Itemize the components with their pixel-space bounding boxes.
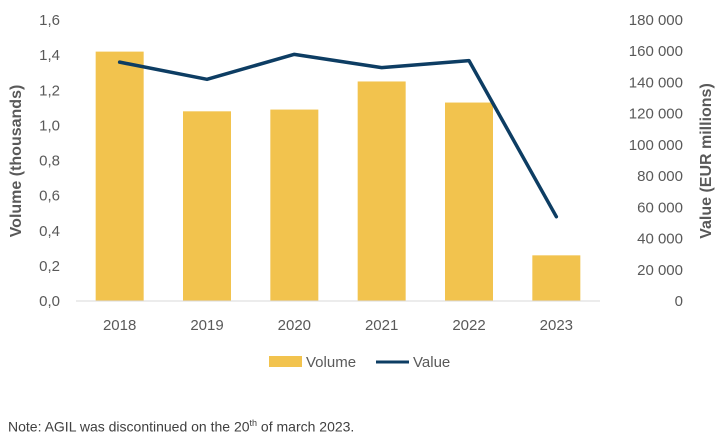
right-tick-label: 100 000 (629, 137, 683, 154)
bar-volume-2023 (532, 255, 581, 301)
value-line-layer (117, 52, 559, 219)
right-axis-ticks: 0 20 000 40 000 60 000 80 000 100 000 120 000 1… (629, 12, 683, 310)
right-tick-label: 40 000 (637, 231, 683, 248)
right-tick-label: 140 000 (629, 74, 683, 91)
bar-volume-2019 (183, 111, 231, 301)
left-tick-label: 0,8 (39, 153, 60, 170)
right-tick-label: 0 (675, 293, 683, 310)
left-tick-label: 0,4 (39, 223, 60, 240)
left-tick-label: 1,0 (39, 117, 60, 134)
x-tick-label-2018: 2018 (103, 317, 136, 334)
bar-volume-2020 (270, 109, 319, 301)
left-axis-title: Volume (thousands) (8, 85, 25, 238)
right-tick-label: 180 000 (629, 12, 683, 29)
legend: Volume Value (269, 354, 450, 371)
right-tick-label: 80 000 (637, 168, 683, 185)
left-axis-ticks: 0,0 0,2 0,4 0,6 0,8 1,0 1,2 1,4 1,6 (39, 12, 60, 310)
legend-volume-swatch (269, 356, 302, 367)
right-axis-title: Value (EUR millions) (698, 83, 715, 239)
value-series-line (117, 52, 559, 219)
x-tick-label-2023: 2023 (540, 317, 573, 334)
left-tick-label: 1,6 (39, 12, 60, 29)
left-tick-label: 0,6 (39, 188, 60, 205)
x-tick-label-2022: 2022 (452, 317, 485, 334)
right-tick-label: 120 000 (629, 106, 683, 123)
right-tick-label: 20 000 (637, 262, 683, 279)
left-tick-label: 1,2 (39, 82, 60, 99)
x-axis-ticks: 2018 2019 2020 2021 2022 2023 (103, 317, 573, 334)
legend-volume-label: Volume (306, 354, 356, 371)
x-tick-label-2019: 2019 (190, 317, 223, 334)
x-tick-label-2021: 2021 (365, 317, 398, 334)
right-tick-label: 60 000 (637, 199, 683, 216)
left-tick-label: 0,2 (39, 258, 60, 275)
footnote-superscript: th (249, 418, 258, 428)
volume-bars (95, 51, 581, 301)
right-tick-label: 160 000 (629, 43, 683, 60)
footnote-prefix: Note: AGIL was discontinued on the 20 (8, 418, 250, 435)
footnote-suffix: of march 2023. (257, 418, 355, 435)
legend-value-label: Value (413, 354, 450, 371)
bar-volume-2022 (445, 102, 493, 301)
x-tick-label-2020: 2020 (278, 317, 311, 334)
footnote: Note: AGIL was discontinued on the 20th … (8, 418, 354, 435)
left-tick-label: 0,0 (39, 293, 60, 310)
bar-volume-2021 (357, 81, 406, 301)
bar-volume-2018 (95, 51, 144, 301)
left-tick-label: 1,4 (39, 47, 60, 64)
